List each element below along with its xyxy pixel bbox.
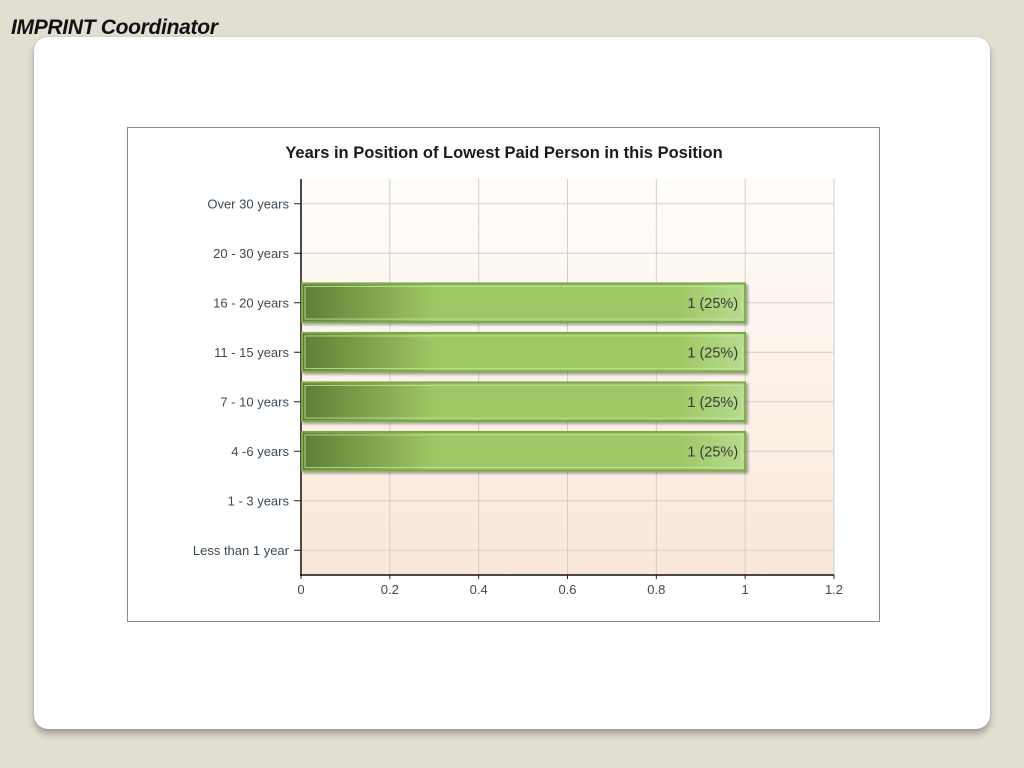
- bar-inner-highlight: [304, 335, 743, 370]
- bar-rect: [301, 282, 747, 324]
- y-tick-label: 20 - 30 years: [213, 246, 289, 261]
- bar-rect: [301, 430, 747, 472]
- y-tick-label: 11 - 15 years: [214, 345, 289, 360]
- x-tick-label: 1.2: [825, 582, 843, 597]
- bar-rect: [301, 381, 747, 423]
- y-tick-label: Over 30 years: [207, 196, 289, 211]
- bars: [301, 282, 747, 472]
- y-tick-label: 7 - 10 years: [220, 394, 289, 409]
- bar-inner-highlight: [304, 285, 743, 320]
- x-tick-label: 0.2: [381, 582, 399, 597]
- bar: [301, 430, 747, 472]
- chart-frame: Years in Position of Lowest Paid Person …: [127, 127, 880, 622]
- y-tick-label: 4 -6 years: [231, 444, 289, 459]
- bar-chart: Years in Position of Lowest Paid Person …: [193, 144, 843, 597]
- y-tick-label: 16 - 20 years: [213, 295, 289, 310]
- bar-rect: [301, 331, 747, 373]
- bar-data-label: 1 (25%): [687, 345, 738, 361]
- bar-data-label: 1 (25%): [687, 395, 738, 411]
- bar-inner-highlight: [304, 434, 743, 469]
- bar: [301, 331, 747, 373]
- x-tick-label: 0.8: [647, 582, 665, 597]
- bar-data-label: 1 (25%): [687, 444, 738, 460]
- x-tick-label: 1: [742, 582, 749, 597]
- bar-data-label: 1 (25%): [687, 296, 738, 312]
- bar: [301, 381, 747, 423]
- x-tick-label: 0: [297, 582, 304, 597]
- x-tick-label: 0.4: [470, 582, 488, 597]
- slide-title: IMPRINT Coordinator: [11, 16, 218, 39]
- y-tick-label: Less than 1 year: [193, 543, 290, 558]
- bar: [301, 282, 747, 324]
- labels: 0 0.2 0.4 0.6 0.8 1 1.2 Over 30 years 20 - 30 ye…: [193, 196, 843, 597]
- bar-inner-highlight: [304, 384, 743, 419]
- chart-title: Years in Position of Lowest Paid Person …: [285, 144, 722, 162]
- y-tick-label: 1 - 3 years: [228, 493, 290, 508]
- axes: [294, 179, 835, 579]
- x-tick-label: 0.6: [558, 582, 576, 597]
